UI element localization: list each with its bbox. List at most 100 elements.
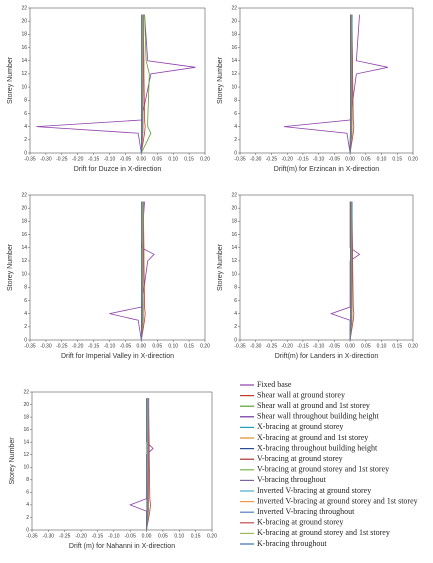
y-tick-label: 12 <box>231 71 237 77</box>
x-tick-label: 0.00 <box>345 343 355 349</box>
x-tick-label: -0.20 <box>75 533 87 539</box>
legend-label: X-bracing at ground and 1st storey <box>257 433 368 442</box>
y-tick-label: 20 <box>21 19 27 25</box>
y-tick-label: 8 <box>26 477 29 483</box>
legend-label: Inverted V-bracing at ground storey <box>257 486 371 495</box>
x-tick-label: 0.10 <box>168 156 178 162</box>
x-tick-label: 0.10 <box>168 343 178 349</box>
y-tick-label: 4 <box>24 124 27 130</box>
y-tick-label: 14 <box>21 245 27 251</box>
y-tick-label: 18 <box>23 414 29 420</box>
x-tick-label: 0.20 <box>408 343 418 349</box>
x-tick-label: -0.25 <box>56 343 68 349</box>
y-tick-label: 6 <box>234 298 237 304</box>
x-tick-label: 0.10 <box>377 156 387 162</box>
x-tick-label: -0.35 <box>24 343 36 349</box>
x-tick-label: 0.00 <box>136 343 146 349</box>
x-tick-label: -0.30 <box>43 533 55 539</box>
x-tick-label: 0.20 <box>200 343 210 349</box>
x-tick-label: -0.30 <box>40 156 52 162</box>
x-tick-label: -0.35 <box>234 156 246 162</box>
x-axis-label: Drift for Duzce in X-direction <box>74 166 162 173</box>
y-tick-label: 6 <box>26 490 29 496</box>
y-tick-label: 20 <box>231 206 237 212</box>
y-tick-label: 8 <box>234 285 237 291</box>
x-tick-label: -0.15 <box>92 533 104 539</box>
y-tick-label: 22 <box>21 5 27 11</box>
legend-label: Shear wall throughout building height <box>257 412 380 421</box>
legend-label: K-bracing throughout <box>257 539 327 548</box>
x-axis-label: Drift(m) for Landers in X-direction <box>275 353 379 360</box>
y-tick-label: 12 <box>21 258 27 264</box>
x-axis-label: Drift for Imperial Valley in X-direction <box>61 353 174 360</box>
series-line <box>284 15 388 153</box>
y-axis-label: Storey Number <box>7 56 14 104</box>
x-tick-label: 0.15 <box>184 343 194 349</box>
y-axis-label: Storey Number <box>9 437 16 485</box>
x-tick-label: -0.10 <box>108 533 120 539</box>
y-tick-label: 2 <box>234 137 237 143</box>
x-tick-label: -0.20 <box>281 156 293 162</box>
x-tick-label: -0.25 <box>59 533 71 539</box>
plot-frame <box>32 392 212 530</box>
legend-label: V-bracing at ground storey <box>257 454 343 463</box>
x-tick-label: 0.05 <box>152 343 162 349</box>
legend-label: Fixed base <box>257 380 292 389</box>
x-tick-label: -0.05 <box>120 156 132 162</box>
x-tick-label: 0.20 <box>408 156 418 162</box>
y-tick-label: 4 <box>234 124 237 130</box>
legend-label: K-bracing at ground storey <box>257 518 343 527</box>
x-tick-label: 0.05 <box>158 533 168 539</box>
x-tick-label: -0.35 <box>24 156 36 162</box>
x-tick-label: 0.10 <box>377 343 387 349</box>
y-tick-label: 16 <box>231 45 237 51</box>
x-tick-label: 0.05 <box>361 343 371 349</box>
y-tick-label: 20 <box>23 402 29 408</box>
y-tick-label: 22 <box>21 192 27 198</box>
y-tick-label: 2 <box>24 137 27 143</box>
x-tick-label: -0.15 <box>88 156 100 162</box>
x-tick-label: -0.05 <box>329 156 341 162</box>
plot-frame <box>30 8 205 153</box>
y-tick-label: 10 <box>21 84 27 90</box>
y-tick-label: 22 <box>231 5 237 11</box>
y-tick-label: 4 <box>234 311 237 317</box>
y-tick-label: 22 <box>23 389 29 395</box>
y-tick-label: 10 <box>231 271 237 277</box>
x-tick-label: -0.05 <box>329 343 341 349</box>
series-line <box>36 15 195 153</box>
x-tick-label: 0.15 <box>392 156 402 162</box>
x-tick-label: 0.05 <box>361 156 371 162</box>
x-tick-label: -0.10 <box>104 156 116 162</box>
y-tick-label: 22 <box>231 192 237 198</box>
legend-label: Shear wall at ground storey <box>257 390 345 399</box>
series-line <box>331 202 359 340</box>
x-tick-label: -0.05 <box>124 533 136 539</box>
legend-label: X-bracing at ground storey <box>257 422 343 431</box>
x-tick-label: 0.10 <box>174 533 184 539</box>
y-tick-label: 2 <box>26 515 29 521</box>
x-tick-label: 0.20 <box>207 533 217 539</box>
x-tick-label: -0.10 <box>313 156 325 162</box>
y-tick-label: 4 <box>26 502 29 508</box>
y-tick-label: 14 <box>231 245 237 251</box>
y-tick-label: 2 <box>24 324 27 330</box>
x-tick-label: 0.00 <box>136 156 146 162</box>
plot-frame <box>240 195 413 340</box>
y-axis-label: Storey Number <box>7 243 14 291</box>
x-tick-label: -0.05 <box>120 343 132 349</box>
y-tick-label: 8 <box>24 285 27 291</box>
y-tick-label: 2 <box>234 324 237 330</box>
x-tick-label: -0.25 <box>266 343 278 349</box>
x-tick-label: -0.10 <box>104 343 116 349</box>
legend-label: Inverted V-bracing at ground storey and … <box>257 496 418 505</box>
legend-label: X-bracing throughout building height <box>257 443 378 452</box>
y-tick-label: 6 <box>24 111 27 117</box>
y-tick-label: 16 <box>21 232 27 238</box>
legend-label: V-bracing at ground storey and 1st store… <box>257 465 389 474</box>
x-tick-label: -0.30 <box>40 343 52 349</box>
x-tick-label: -0.25 <box>266 156 278 162</box>
x-axis-label: Drift (m) for Nahanni in X-direction <box>69 543 175 550</box>
